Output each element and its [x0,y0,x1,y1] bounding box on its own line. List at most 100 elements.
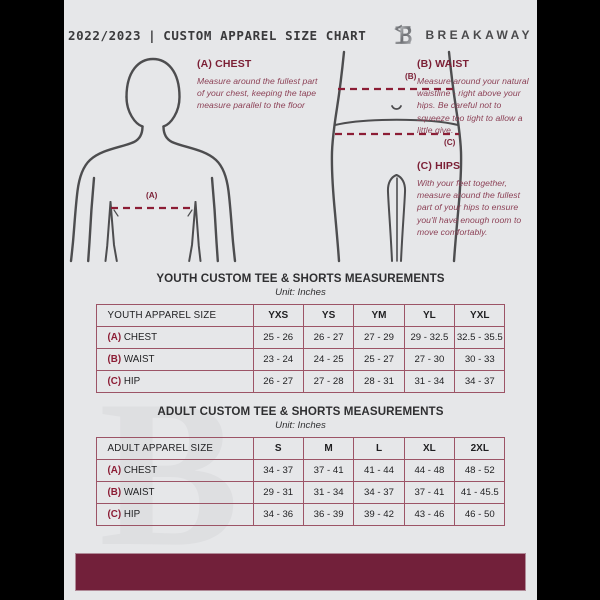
callout-hips-body: With your feet together, measure around … [417,178,522,237]
callout-waist-body: Measure around your natural waistline - … [417,76,529,135]
adult-size-table: ADULT APPAREL SIZE S M L XL 2XL (A) CHES… [95,437,506,526]
adult-row-0-name: CHEST [123,465,158,476]
adult-r0-c4: 48 - 52 [454,459,506,482]
adult-r0-c1: 37 - 41 [302,459,355,482]
youth-table-unit: Unit: Inches [275,287,326,298]
adult-row-1-name: WAIST [123,487,155,498]
hips-marker-label: (C) [444,138,456,147]
adult-table-title: ADULT CUSTOM TEE & SHORTS MEASUREMENTS [157,405,444,418]
youth-table-title: YOUTH CUSTOM TEE & SHORTS MEASUREMENTS [156,272,445,285]
youth-r0-c2: 27 - 29 [353,326,405,349]
chest-marker-label: (A) [146,191,158,200]
adult-r1-c4: 41 - 45.5 [454,481,506,504]
youth-col-3: YL [403,304,456,327]
callout-hips: (C) HIPS With your feet together, measur… [417,160,531,238]
youth-r0-c0: 25 - 26 [252,326,304,349]
adult-row-2-name: HIP [123,509,141,520]
size-chart-page: B 2022/2023 | CUSTOM APPAREL SIZE CHART [64,0,537,600]
youth-r0-c3: 29 - 32.5 [403,326,456,349]
youth-r1-c1: 24 - 25 [302,348,355,371]
youth-col-0: YXS [252,304,304,327]
table-row: (C) HIP 26 - 27 27 - 28 28 - 31 31 - 34 … [95,370,506,393]
youth-row-1-label: (B) WAIST [95,348,254,371]
waist-marker-label: (B) [405,72,417,81]
youth-r2-c2: 28 - 31 [353,370,405,393]
adult-r2-c3: 43 - 46 [403,503,456,526]
adult-row-header-label: ADULT APPAREL SIZE [95,437,254,460]
youth-row-header-label: YOUTH APPAREL SIZE [95,304,254,327]
callout-waist: (B) WAIST Measure around your natural wa… [417,58,529,136]
adult-row-2-label: (C) HIP [95,503,254,526]
youth-r2-c1: 27 - 28 [302,370,355,393]
adult-col-4: 2XL [454,437,506,460]
adult-r2-c0: 34 - 36 [252,503,304,526]
adult-r1-c3: 37 - 41 [403,481,456,504]
youth-r1-c2: 25 - 27 [353,348,405,371]
table-row: (B) WAIST 29 - 31 31 - 34 34 - 37 37 - 4… [95,481,506,504]
adult-row-1-label: (B) WAIST [95,481,254,504]
page-header: 2022/2023 | CUSTOM APPAREL SIZE CHART [64,22,537,48]
adult-r2-c4: 46 - 50 [454,503,506,526]
youth-r0-c1: 26 - 27 [302,326,355,349]
figure-drawings [69,50,463,263]
adult-row-0-tag: (A) [107,465,122,476]
adult-r0-c0: 34 - 37 [252,459,304,482]
adult-table-header-row: ADULT APPAREL SIZE S M L XL 2XL [95,437,506,460]
youth-r2-c4: 34 - 37 [454,370,506,393]
brand-name: BREAKAWAY [425,28,533,42]
youth-row-1-tag: (B) [107,354,122,365]
callout-chest: (A) CHEST Measure around the fullest par… [197,58,319,112]
adult-row-1-tag: (B) [107,487,122,498]
youth-row-1-name: WAIST [123,354,155,365]
callout-waist-heading: (B) WAIST [417,58,470,70]
youth-table-header-row: YOUTH APPAREL SIZE YXS YS YM YL YXL [95,304,506,327]
adult-measurements-block: ADULT CUSTOM TEE & SHORTS MEASUREMENTS U… [64,405,537,526]
adult-col-3: XL [403,437,456,460]
adult-row-2-tag: (C) [107,509,122,520]
footer-accent-bar [75,553,526,591]
adult-r1-c0: 29 - 31 [252,481,304,504]
dashed-measure-lines [111,87,459,210]
measurement-illustration: (A) (B) (C) (A) CHEST Measure around the… [64,50,537,270]
adult-r2-c1: 36 - 39 [302,503,355,526]
brand-lockup: BREAKAWAY [392,23,533,47]
youth-r1-c0: 23 - 24 [252,348,304,371]
adult-col-2: L [353,437,405,460]
breakaway-b-logo-icon [392,23,414,47]
adult-r1-c2: 34 - 37 [353,481,405,504]
youth-row-2-name: HIP [123,376,141,387]
youth-size-table: YOUTH APPAREL SIZE YXS YS YM YL YXL (A) … [95,304,506,393]
adult-r2-c2: 39 - 42 [353,503,405,526]
callout-hips-heading: (C) HIPS [417,160,461,172]
youth-r0-c4: 32.5 - 35.5 [454,326,506,349]
youth-r2-c3: 31 - 34 [403,370,456,393]
callout-chest-body: Measure around the fullest part of your … [197,76,318,111]
youth-row-2-label: (C) HIP [95,370,254,393]
adult-r0-c3: 44 - 48 [403,459,456,482]
table-row: (C) HIP 34 - 36 36 - 39 39 - 42 43 - 46 … [95,503,506,526]
youth-col-4: YXL [454,304,506,327]
youth-row-0-name: CHEST [123,332,158,343]
youth-row-0-tag: (A) [107,332,122,343]
adult-col-0: S [252,437,304,460]
adult-col-1: M [302,437,355,460]
callout-chest-heading: (A) CHEST [197,58,252,70]
youth-col-1: YS [302,304,355,327]
youth-r2-c0: 26 - 27 [252,370,304,393]
table-row: (A) CHEST 25 - 26 26 - 27 27 - 29 29 - 3… [95,326,506,349]
youth-row-0-label: (A) CHEST [95,326,254,349]
adult-r1-c1: 31 - 34 [302,481,355,504]
adult-row-0-label: (A) CHEST [95,459,254,482]
page-title: CUSTOM APPAREL SIZE CHART [163,27,367,43]
youth-col-2: YM [353,304,405,327]
youth-r1-c3: 27 - 30 [403,348,456,371]
youth-row-2-tag: (C) [107,376,122,387]
youth-measurements-block: YOUTH CUSTOM TEE & SHORTS MEASUREMENTS U… [64,272,537,393]
header-season: 2022/2023 [68,27,142,43]
table-row: (A) CHEST 34 - 37 37 - 41 41 - 44 44 - 4… [95,459,506,482]
header-separator: | [148,27,157,43]
adult-r0-c2: 41 - 44 [353,459,405,482]
youth-r1-c4: 30 - 33 [454,348,506,371]
table-row: (B) WAIST 23 - 24 24 - 25 25 - 27 27 - 3… [95,348,506,371]
